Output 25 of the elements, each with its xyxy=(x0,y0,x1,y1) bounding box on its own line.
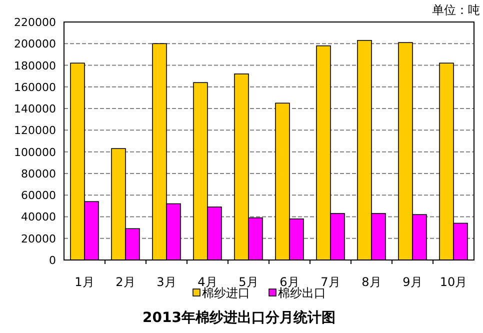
text: 2013年棉纱进出口分月统计图 xyxy=(142,309,336,326)
x-tick-label: 8月 xyxy=(362,275,382,289)
legend-label: 棉纱进口 xyxy=(202,286,250,300)
y-tick-label: 180000 xyxy=(14,59,56,72)
y-tick-label: 0 xyxy=(49,254,56,267)
legend-label: 棉纱出口 xyxy=(278,286,326,300)
x-tick-label: 2月 xyxy=(116,275,136,289)
y-tick-label: 220000 xyxy=(14,16,56,29)
x-tick-label: 7月 xyxy=(320,275,340,289)
x-tick-label: 9月 xyxy=(402,275,422,289)
y-tick-label: 140000 xyxy=(14,102,56,116)
x-tick-label: 10月 xyxy=(440,275,468,289)
y-tick-label: 80000 xyxy=(21,167,56,180)
x-tick-label: 3月 xyxy=(156,275,176,289)
text: 单位：吨 xyxy=(432,3,480,17)
y-tick-label: 200000 xyxy=(14,38,56,51)
y-tick-label: 100000 xyxy=(14,146,56,159)
y-tick-label: 20000 xyxy=(21,232,56,246)
x-tick-label: 1月 xyxy=(74,275,94,289)
y-tick-label: 60000 xyxy=(21,189,56,202)
x-tick-label: 5月 xyxy=(238,275,258,289)
y-tick-label: 40000 xyxy=(21,210,56,224)
y-tick-label: 120000 xyxy=(14,124,56,138)
x-tick-label: 4月 xyxy=(198,275,218,289)
y-tick-label: 160000 xyxy=(14,80,56,94)
